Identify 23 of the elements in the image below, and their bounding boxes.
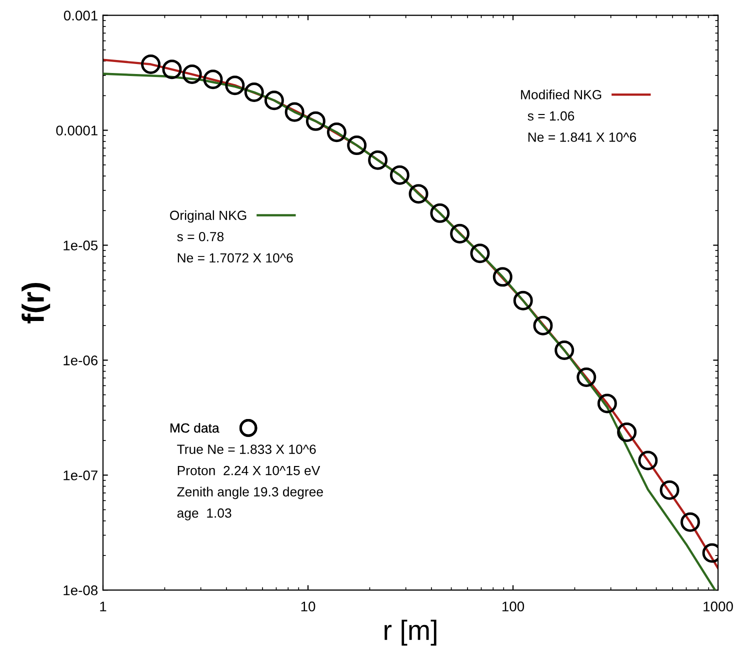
x-tick-label: 10 xyxy=(301,602,316,612)
y-tick-label: 1e-08 xyxy=(64,585,98,596)
legend-label: Modified NKG xyxy=(521,90,602,100)
annotation: Proton 2.24 X 10^15 eV xyxy=(178,466,320,476)
x-tick-label: 1000 xyxy=(704,602,733,612)
annotation: Zenith angle 19.3 degree xyxy=(177,486,323,500)
x-axis-title: r [m] xyxy=(384,620,436,646)
annotation: Ne = 1.841 X 10^6 xyxy=(528,132,636,142)
annotation: True Ne = 1.833 X 10^6 xyxy=(177,444,316,454)
y-tick-label: 1e-07 xyxy=(64,470,98,480)
annotation: age 1.03 xyxy=(177,508,232,520)
legend-label: Original NKG xyxy=(170,210,246,223)
annotation: s = 0.78 xyxy=(177,232,224,242)
x-tick-label: 100 xyxy=(502,602,524,612)
legend-label: MC data xyxy=(170,422,220,433)
y-axis-title: f(r) xyxy=(22,283,50,324)
annotation: Ne = 1.7072 X 10^6 xyxy=(178,253,293,263)
y-tick-label: 0.001 xyxy=(64,10,98,20)
annotation: s = 1.06 xyxy=(528,111,574,121)
x-tick-label: 1 xyxy=(100,602,106,612)
y-tick-label: 0.0001 xyxy=(56,126,98,136)
y-tick-label: 1e-06 xyxy=(64,356,98,366)
y-tick-label: 1e-05 xyxy=(64,240,98,250)
